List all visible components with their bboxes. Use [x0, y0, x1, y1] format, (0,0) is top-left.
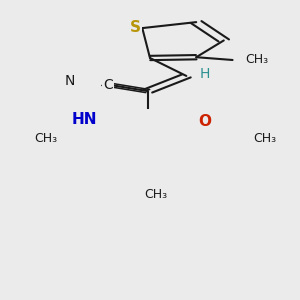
Text: O: O — [198, 114, 211, 129]
Text: CH₃: CH₃ — [34, 132, 58, 145]
Text: S: S — [130, 20, 140, 34]
Text: CH₃: CH₃ — [245, 53, 268, 66]
Text: CH₃: CH₃ — [144, 188, 167, 201]
Text: H: H — [199, 67, 210, 81]
Text: HN: HN — [71, 112, 97, 127]
Text: N: N — [65, 74, 76, 88]
Text: C: C — [103, 77, 112, 92]
Text: CH₃: CH₃ — [254, 132, 277, 145]
